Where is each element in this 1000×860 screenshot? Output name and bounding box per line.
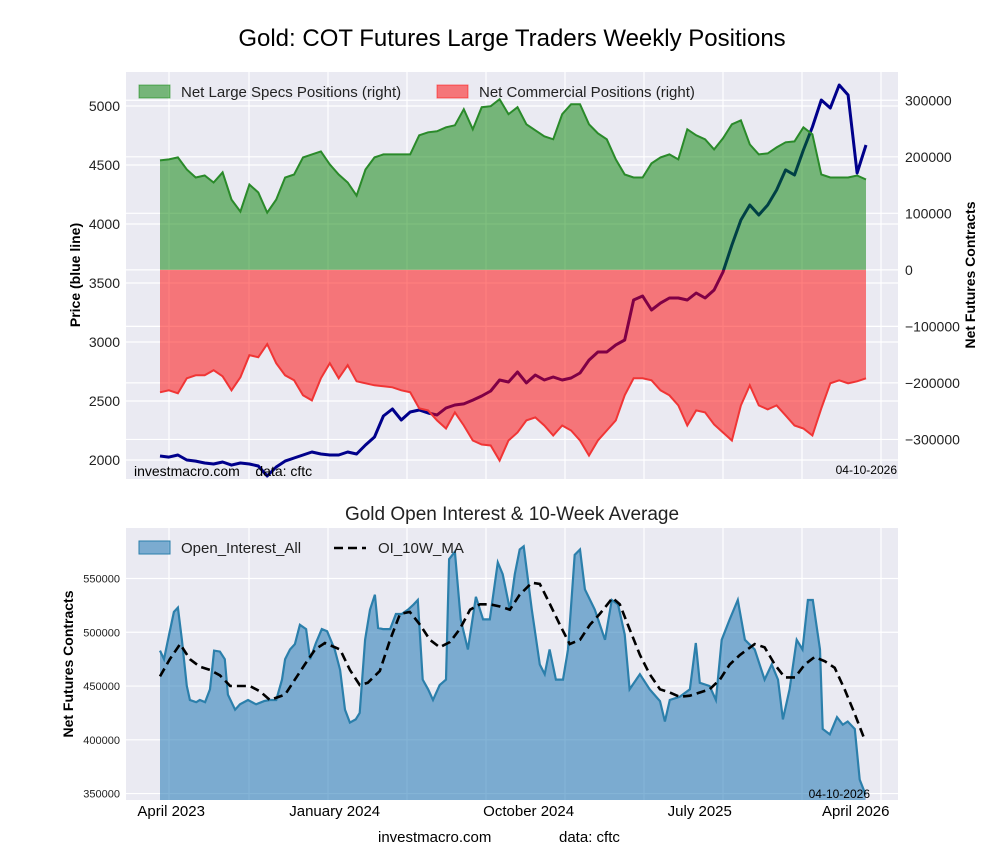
top-legend: Net Large Specs Positions (right) Net Co… — [138, 84, 695, 101]
right-tick-label: 0 — [905, 262, 913, 278]
net-commercial-area — [160, 269, 866, 461]
open-interest-line — [159, 544, 867, 796]
net-large-specs-line — [159, 97, 867, 215]
left-tick-label: 2000 — [89, 452, 120, 468]
legend-swatch-specs — [138, 84, 171, 99]
footer-site: investmacro.com — [378, 829, 491, 846]
left-tick-label: 5000 — [89, 98, 120, 114]
right-tick-label: 200000 — [905, 149, 952, 165]
top-watermark: investmacro.com data: cftc — [134, 463, 312, 479]
bottom-chart: Gold Open Interest & 10-Week Average 350… — [60, 504, 898, 820]
x-tick-label: April 2023 — [137, 803, 205, 820]
right-axis-title: Net Futures Contracts — [962, 201, 978, 348]
right-axis-ticks: −300000 −200000 −100000 0 100000 200000 300000 — [905, 92, 960, 447]
main-title: Gold: COT Futures Large Traders Weekly P… — [238, 25, 785, 52]
top-chart: 2000 2500 3000 3500 4000 4500 5000 −300000 −200… — [67, 72, 978, 479]
x-tick-label: July 2025 — [668, 803, 732, 820]
legend-label-specs: Net Large Specs Positions (right) — [181, 84, 401, 101]
left-tick-label: 3000 — [89, 334, 120, 350]
left-axis-ticks: 2000 2500 3000 3500 4000 4500 5000 — [89, 98, 120, 468]
x-tick-label: October 2024 — [483, 803, 574, 820]
bottom-x-axis-ticks: April 2023 January 2024 October 2024 July 2… — [137, 803, 889, 820]
right-tick-label: −100000 — [905, 318, 960, 334]
left-tick-label: 4000 — [89, 216, 120, 232]
left-axis-title: Price (blue line) — [67, 223, 83, 327]
y-tick-label: 450000 — [83, 681, 120, 693]
bottom-y-axis-title: Net Futures Contracts — [60, 590, 76, 737]
x-tick-label: April 2026 — [822, 803, 890, 820]
y-tick-label: 500000 — [83, 627, 120, 639]
legend-label-open-interest: Open_Interest_All — [181, 540, 301, 557]
top-date-label: 04-10-2026 — [836, 463, 898, 477]
legend-swatch-open-interest — [138, 540, 171, 555]
right-tick-label: 100000 — [905, 205, 952, 221]
y-tick-label: 550000 — [83, 574, 120, 586]
right-tick-label: −300000 — [905, 431, 960, 447]
left-tick-label: 2500 — [89, 393, 120, 409]
net-large-specs-area — [160, 99, 866, 270]
oi-10w-ma-line — [158, 581, 866, 741]
bottom-y-axis-ticks: 350000 400000 450000 500000 550000 — [83, 574, 120, 801]
open-interest-area — [160, 546, 866, 800]
legend-swatch-commercial — [436, 84, 469, 99]
footer-source: data: cftc — [559, 829, 620, 846]
bottom-chart-title: Gold Open Interest & 10-Week Average — [345, 504, 679, 525]
left-tick-label: 3500 — [89, 275, 120, 291]
y-tick-label: 350000 — [83, 789, 120, 801]
bottom-legend: Open_Interest_All OI_10W_MA — [138, 540, 464, 557]
legend-label-commercial: Net Commercial Positions (right) — [479, 84, 695, 101]
y-tick-label: 400000 — [83, 735, 120, 747]
right-tick-label: 300000 — [905, 92, 952, 108]
left-tick-label: 4500 — [89, 157, 120, 173]
right-tick-label: −200000 — [905, 375, 960, 391]
legend-label-ma: OI_10W_MA — [378, 540, 464, 557]
x-tick-label: January 2024 — [289, 803, 380, 820]
net-commercial-line — [159, 342, 867, 463]
bottom-date-label: 04-10-2026 — [809, 787, 871, 801]
